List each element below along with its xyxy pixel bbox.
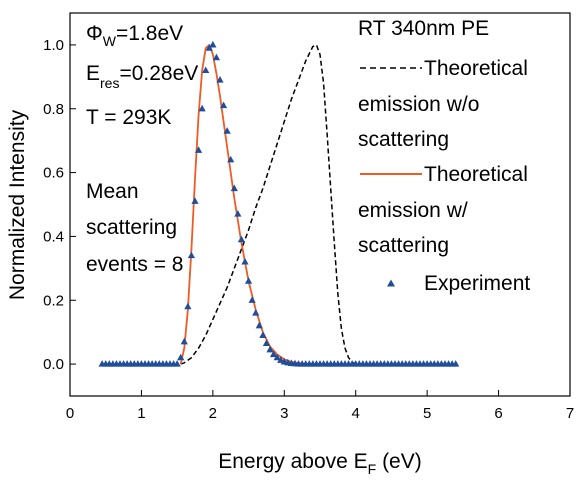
series-layer xyxy=(98,40,460,367)
tick-layer: 0 1 2 3 4 5 6 7 0.0 0.2 0.4 0.6 0.8 1.0 xyxy=(43,37,574,422)
x-axis-title-main: Energy above E xyxy=(218,450,367,473)
y-axis-title: Normalized Intensity xyxy=(6,109,29,300)
annotation-workfunction-sub: W xyxy=(103,33,117,49)
x-tick-label-7: 7 xyxy=(566,405,574,422)
experiment-point xyxy=(173,360,181,367)
experiment-point xyxy=(269,350,278,358)
x-axis-title-sub: F xyxy=(368,461,377,477)
legend-label-with-scattering-2: emission w/ xyxy=(358,199,468,222)
plot-frame xyxy=(69,12,571,397)
annotation-eres-sub: res xyxy=(100,75,119,91)
experiment-point xyxy=(237,235,246,243)
legend-label-with-scattering-3: scattering xyxy=(358,234,449,257)
annotation-eres: Eres=0.28eV xyxy=(86,62,198,91)
legend: RT 340nm PE Theoretical emission w/o sca… xyxy=(358,17,530,295)
legend-title: RT 340nm PE xyxy=(358,17,489,40)
annotation-workfunction-symbol: Φ xyxy=(86,22,103,45)
x-tick-label-5: 5 xyxy=(423,405,431,422)
experiment-point xyxy=(248,296,256,303)
y-tick-label-2: 0.4 xyxy=(43,228,64,245)
experiment-point xyxy=(230,184,238,192)
experiment-point xyxy=(255,321,263,329)
experiment-point xyxy=(184,302,192,310)
x-tick-label-1: 1 xyxy=(137,405,145,422)
x-tick-label-2: 2 xyxy=(209,405,217,422)
experiment-point xyxy=(273,353,281,361)
experiment-point xyxy=(177,353,185,361)
experiment-point xyxy=(202,66,210,74)
y-tick-label-5: 1.0 xyxy=(43,37,64,54)
legend-label-no-scattering-1: Theoretical xyxy=(424,57,528,80)
experiment-point xyxy=(227,155,235,163)
y-tick-label-0: 0.0 xyxy=(43,356,64,373)
annotation-eres-symbol: E xyxy=(86,62,100,85)
series-no-scattering-line xyxy=(180,44,360,365)
series-experiment xyxy=(98,40,460,367)
experiment-point xyxy=(191,197,199,204)
annotation-mean-line3: events = 8 xyxy=(86,253,183,276)
annotation-mean-line1: Mean xyxy=(86,180,139,203)
annotation-eres-value: =0.28eV xyxy=(119,62,198,85)
y-tick-label-1: 0.2 xyxy=(43,292,64,309)
experiment-point xyxy=(216,76,224,83)
legend-label-no-scattering-2: emission w/o xyxy=(358,93,479,116)
legend-label-experiment: Experiment xyxy=(424,272,530,295)
annotation-workfunction: ΦW=1.8eV xyxy=(86,22,183,49)
y-tick-label-4: 0.8 xyxy=(43,101,64,118)
experiment-point xyxy=(212,53,221,61)
annotation-temperature: T = 293K xyxy=(86,106,171,129)
experiment-point xyxy=(234,210,242,217)
x-tick-label-3: 3 xyxy=(280,405,288,422)
experiment-point xyxy=(223,127,231,134)
experiment-point xyxy=(209,40,217,48)
legend-marker-experiment xyxy=(387,279,395,287)
experiment-point xyxy=(198,104,206,112)
experiment-point xyxy=(259,331,267,338)
legend-label-no-scattering-3: scattering xyxy=(358,128,449,151)
experiment-point xyxy=(180,337,188,345)
x-tick-label-0: 0 xyxy=(66,405,74,422)
experiment-point xyxy=(187,251,196,259)
annotation-mean-line2: scattering xyxy=(86,216,177,239)
annotation-workfunction-value: =1.8eV xyxy=(116,22,183,45)
experiment-point xyxy=(241,257,249,265)
experiment-point xyxy=(266,345,274,353)
x-axis-title: Energy above EF (eV) xyxy=(218,450,422,477)
experiment-point xyxy=(205,44,213,51)
x-tick-label-4: 4 xyxy=(352,405,360,422)
experiment-point xyxy=(452,360,460,367)
experiment-point xyxy=(262,339,271,346)
experiment-point xyxy=(194,146,203,153)
y-tick-label-3: 0.6 xyxy=(43,165,64,182)
experiment-point xyxy=(244,277,253,284)
x-tick-label-6: 6 xyxy=(494,405,502,422)
legend-label-with-scattering-1: Theoretical xyxy=(424,163,528,186)
x-axis-title-unit: (eV) xyxy=(376,450,422,473)
experiment-point xyxy=(219,101,228,109)
experiment-point xyxy=(252,309,260,316)
